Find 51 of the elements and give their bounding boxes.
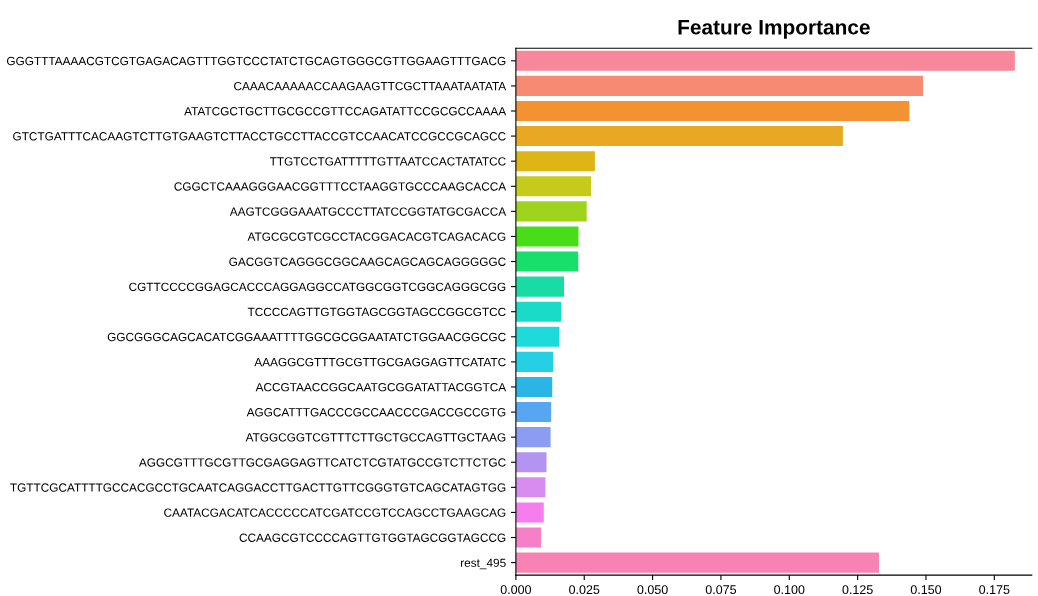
bar bbox=[515, 527, 542, 548]
y-tick-label: CGGCTCAAAGGGAACGGTTTCCTAAGGTGCCCAAGCACCA bbox=[174, 182, 507, 191]
bar bbox=[515, 326, 560, 347]
y-tick-label: CGTTCCCCGGAGCACCCAGGAGGCCATGGCGGTCGGCAGGGCGG bbox=[129, 282, 506, 292]
x-tick-label: 0.100 bbox=[774, 585, 805, 595]
y-tick-label: AAAGGCGTTTGCGTTGCGAGGAGTTCATATC bbox=[254, 357, 506, 367]
bar bbox=[515, 176, 592, 197]
y-tick-label: TTGTCCTGATTTTTGTTAATCCACTATATCC bbox=[269, 157, 506, 166]
bar bbox=[515, 100, 910, 122]
y-tick-label: GACGGTCAGGGCGGCAAGCAGCAGCAGGGGGC bbox=[229, 257, 506, 266]
y-tick-label: GTCTGATTTCACAAGTCTTGTGAAGTCTTACCTGCCTTACCGTCCAACATCCGCCGCAGCC bbox=[13, 132, 506, 141]
y-tick-label: rest_495 bbox=[461, 558, 506, 570]
y-tick-label: AGGCGTTTGCGTTGCGAGGAGTTCATCTCGTATGCCGTCTTCTGC bbox=[138, 458, 506, 467]
x-tick-label: 0.000 bbox=[500, 585, 532, 595]
bar bbox=[515, 552, 879, 573]
bar bbox=[515, 50, 1015, 71]
x-tick-label: 0.025 bbox=[569, 585, 600, 595]
y-tick-label: TCCCCAGTTGTGGTAGCGGTAGCCGGCGTCC bbox=[247, 307, 506, 317]
bar bbox=[515, 502, 544, 523]
y-tick-label: GGGTTTAAAACGTCGTGAGACAGTTTGGTCCCTATCTGCAGTGGGCGTTGGAAGTTTGACG bbox=[6, 56, 506, 66]
y-tick-label: CAAACAAAAACCAAGAAGTTCGCTTAAATAATATA bbox=[234, 81, 507, 91]
y-tick-label: ATGGCGGTCGTTTCTTGCTGCCAGTTGCTAAG bbox=[245, 433, 506, 442]
x-tick-label: 0.075 bbox=[705, 585, 737, 595]
y-tick-label: ACCGTAACCGGCAATGCGGATATTACGGTCA bbox=[255, 383, 507, 392]
y-tick-label: CCAAGCGTCCCCAGTTGTGGTAGCGGTAGCCG bbox=[239, 533, 506, 542]
bar bbox=[515, 251, 579, 272]
y-tick-label: GGCGGGCAGCACATCGGAAATTTTGGCGCGGAATATCTGGAACGGCGC bbox=[107, 332, 506, 342]
y-tick-label: ATGCGCGTCGCCTACGGACACGTCAGACACG bbox=[247, 232, 506, 241]
bar bbox=[515, 151, 595, 172]
bar bbox=[515, 301, 561, 322]
chart-title: Feature Importance bbox=[678, 20, 870, 39]
bar bbox=[515, 351, 554, 372]
bar bbox=[515, 75, 923, 96]
bar bbox=[515, 201, 587, 222]
y-tick-label: AAGTCGGGAAATGCCCTTATCCGGTATGCGACCA bbox=[229, 207, 507, 216]
bar bbox=[515, 126, 843, 147]
y-tick-label: CAATACGACATCACCCCCATCGATCCGTCCAGCCTGAAGCAG bbox=[164, 508, 506, 517]
bar bbox=[515, 427, 551, 448]
y-tick-label: AGGCATTTGACCCGCCAACCCGACCGCCGTG bbox=[246, 408, 506, 417]
y-tick-label: TGTTCGCATTTTGCCACGCCTGCAATCAGGACCTTGACTTGTTCGGGTGTCAGCATAGTGG bbox=[10, 483, 506, 492]
bar bbox=[515, 477, 546, 498]
x-tick-label: 0.050 bbox=[637, 585, 668, 595]
x-tick-label: 0.125 bbox=[842, 585, 873, 595]
x-tick-label: 0.150 bbox=[910, 585, 942, 595]
bar bbox=[515, 276, 564, 297]
bar bbox=[515, 226, 579, 247]
x-tick-label: 0.175 bbox=[979, 585, 1010, 595]
bar bbox=[515, 402, 552, 423]
bar bbox=[515, 376, 553, 398]
y-tick-label: ATATCGCTGCTTGCGCCGTTCCAGATATTCCGCGCCAAAA bbox=[184, 107, 507, 116]
bar bbox=[515, 452, 547, 473]
